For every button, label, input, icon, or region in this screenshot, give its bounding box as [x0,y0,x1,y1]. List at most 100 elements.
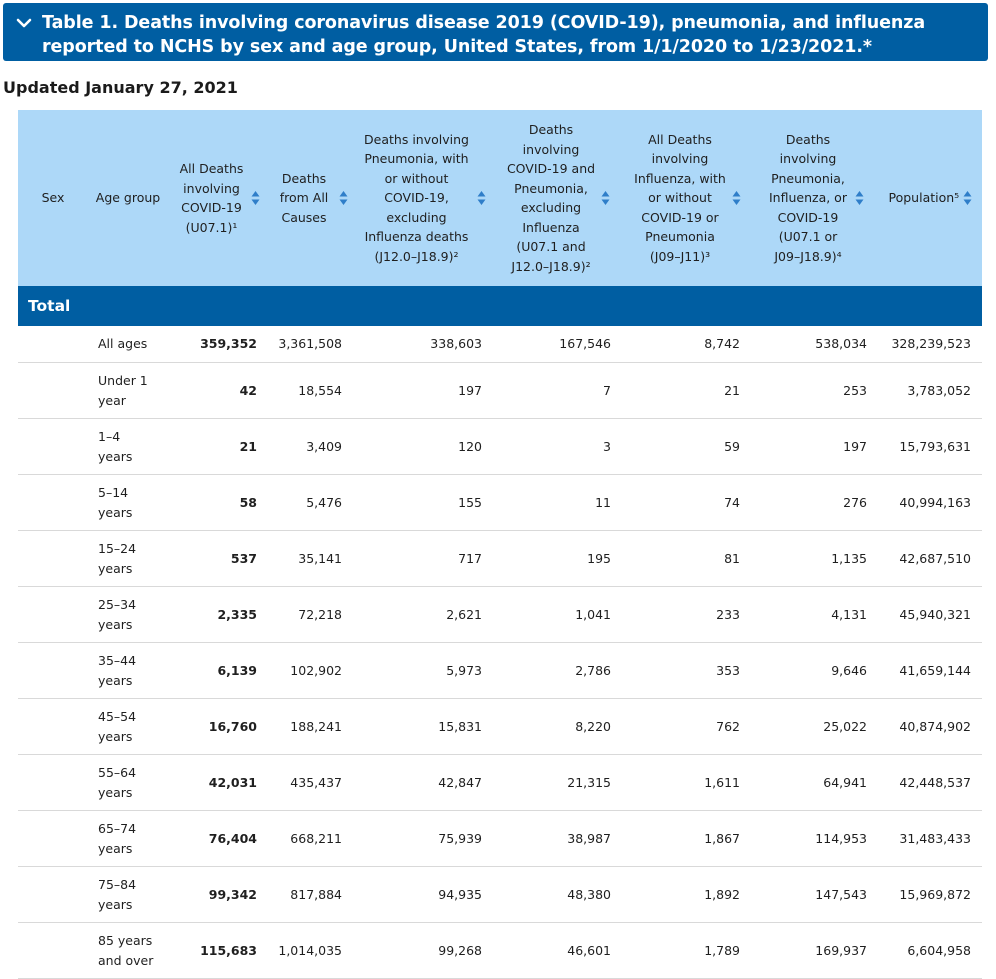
section-label: Total [18,286,982,326]
cell-influenza: 59 [622,418,751,475]
cell-age: All ages [88,326,168,363]
cell-population: 40,994,163 [878,474,982,531]
column-header-label: Population⁵ [888,190,960,206]
age-label: 5–14 years [98,484,133,520]
sort-arrows-icon[interactable] [339,190,348,206]
table-header-row: Sex Age group All Deaths involving COVID-1… [18,110,982,286]
cell-covid: 58 [168,474,268,531]
cell-influenza: 353 [622,642,751,699]
cell-age: 75–84 years [88,866,168,923]
table-title-toggle[interactable]: Table 1. Deaths involving coronavirus di… [3,3,988,61]
age-label: 55–64 years [98,764,137,800]
sort-arrows-icon[interactable] [601,190,610,206]
cell-population: 15,969,872 [878,866,982,923]
cell-population: 45,940,321 [878,586,982,643]
column-header-influenza[interactable]: All Deaths involving Influenza, with or … [622,110,751,286]
sort-arrows-icon[interactable] [855,190,864,206]
cell-pic: 169,937 [751,922,878,979]
cell-sex [18,586,88,643]
cell-population: 6,604,958 [878,922,982,979]
column-header-content: All Deaths involving COVID-19 (U07.1)¹ [168,159,268,237]
cell-all_causes: 188,241 [268,698,353,755]
cell-covid: 42 [168,362,268,419]
column-header-covid[interactable]: All Deaths involving COVID-19 (U07.1)¹ [168,110,268,286]
cell-pic: 64,941 [751,754,878,811]
cell-covid_pneumonia: 48,380 [493,866,622,923]
cell-pic: 114,953 [751,810,878,867]
cell-influenza: 81 [622,530,751,587]
cell-sex [18,642,88,699]
cell-pic: 197 [751,418,878,475]
cell-pneumonia: 120 [353,418,493,475]
column-header-pneumonia[interactable]: Deaths involving Pneumonia, with or with… [353,110,493,286]
cell-all_causes: 1,014,035 [268,922,353,979]
cell-all_causes: 35,141 [268,530,353,587]
cell-all_causes: 668,211 [268,810,353,867]
cell-age: 5–14 years [88,474,168,531]
cell-age: 55–64 years [88,754,168,811]
cell-sex [18,326,88,363]
age-label: 85 years and over [98,932,154,968]
cell-pic: 25,022 [751,698,878,755]
cell-population: 41,659,144 [878,642,982,699]
column-header-content: Deaths involving Pneumonia, Influenza, o… [751,130,878,267]
cell-age: 45–54 years [88,698,168,755]
cell-influenza: 1,789 [622,922,751,979]
cell-sex [18,418,88,475]
column-header-covid_pneumonia[interactable]: Deaths involving COVID-19 and Pneumonia,… [493,110,622,286]
column-header-content: Population⁵ [878,188,982,208]
column-header-content: All Deaths involving Influenza, with or … [622,130,751,267]
cell-population: 328,239,523 [878,326,982,363]
sort-arrows-icon[interactable] [732,190,741,206]
cell-age: 1–4 years [88,418,168,475]
cell-pneumonia: 338,603 [353,326,493,363]
cell-covid_pneumonia: 38,987 [493,810,622,867]
column-header-content: Deaths involving Pneumonia, with or with… [353,130,493,267]
cell-pneumonia: 75,939 [353,810,493,867]
cell-covid: 6,139 [168,642,268,699]
age-label: 75–84 years [98,876,137,912]
cell-sex [18,754,88,811]
cell-influenza: 1,611 [622,754,751,811]
cell-influenza: 762 [622,698,751,755]
sort-arrows-icon[interactable] [963,190,972,206]
cell-sex [18,698,88,755]
cell-covid_pneumonia: 7 [493,362,622,419]
column-header-content: Deaths from All Causes [268,169,353,228]
column-header-label: Age group [95,190,161,206]
cell-influenza: 74 [622,474,751,531]
cell-covid_pneumonia: 2,786 [493,642,622,699]
column-header-pic[interactable]: Deaths involving Pneumonia, Influenza, o… [751,110,878,286]
cell-influenza: 233 [622,586,751,643]
table-row: 25–34 years 2,335 72,218 2,621 1,041 233 4,131… [18,586,982,643]
cell-all_causes: 435,437 [268,754,353,811]
cell-influenza: 8,742 [622,326,751,363]
cell-population: 15,793,631 [878,418,982,475]
column-header-all_causes[interactable]: Deaths from All Causes [268,110,353,286]
cell-sex [18,474,88,531]
cell-covid: 99,342 [168,866,268,923]
sort-arrows-icon[interactable] [477,190,486,206]
age-label: 65–74 years [98,820,137,856]
cell-age: 15–24 years [88,530,168,587]
cell-pneumonia: 99,268 [353,922,493,979]
column-header-content: Deaths involving COVID-19 and Pneumonia,… [493,120,622,276]
age-label: All ages [98,336,148,351]
column-header-label: Deaths involving Pneumonia, with or with… [364,131,469,264]
table-row: 85 years and over 115,683 1,014,035 99,268 4… [18,922,982,979]
cell-age: 85 years and over [88,922,168,979]
cell-pneumonia: 197 [353,362,493,419]
cell-age: 35–44 years [88,642,168,699]
sort-arrows-icon[interactable] [251,190,260,206]
table-title: Table 1. Deaths involving coronavirus di… [42,13,926,57]
cell-covid_pneumonia: 8,220 [493,698,622,755]
age-label: 35–44 years [98,652,137,688]
cell-age: 65–74 years [88,810,168,867]
cell-covid_pneumonia: 3 [493,418,622,475]
cell-covid: 2,335 [168,586,268,643]
column-header-label: Deaths involving COVID-19 and Pneumonia,… [506,122,596,274]
table-row: 5–14 years 58 5,476 155 11 74 276 40,994,163 [18,474,982,531]
column-header-population[interactable]: Population⁵ [878,110,982,286]
cell-population: 42,687,510 [878,530,982,587]
age-label: 15–24 years [98,540,137,576]
